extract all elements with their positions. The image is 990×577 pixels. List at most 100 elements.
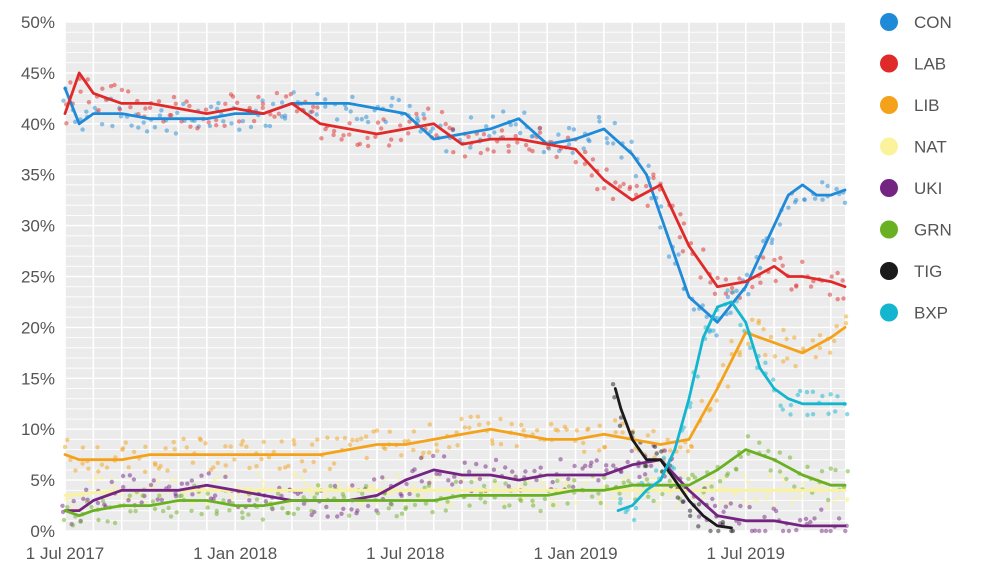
poll-dot-uki [491, 467, 497, 472]
poll-dot-lab [389, 137, 394, 142]
poll-dot-con [141, 120, 146, 125]
poll-dot-lab [315, 105, 320, 110]
poll-dot-con [812, 196, 818, 201]
poll-dot-bxp [833, 409, 838, 414]
poll-dot-lab [610, 196, 616, 202]
poll-dot-bxp [845, 412, 850, 417]
poll-dot-uki [604, 468, 609, 473]
poll-dot-lib [668, 448, 673, 453]
poll-dot-grn [347, 513, 352, 518]
legend[interactable]: CON LAB LIB NAT UKI GRN TIG BXP [880, 13, 952, 323]
poll-dot-lab [310, 109, 315, 114]
poll-dot-grn [542, 496, 548, 502]
poll-dot-lab [590, 157, 596, 162]
poll-dot-lab [260, 105, 265, 111]
poll-dot-uki [747, 504, 752, 510]
x-tick-label: 1 Jul 2018 [366, 544, 444, 563]
poll-dot-nat [825, 504, 831, 509]
poll-dot-lib [309, 442, 315, 447]
poll-dot-uki [339, 511, 344, 516]
legend-item-lib[interactable]: LIB [880, 96, 940, 115]
poll-dot-nat [63, 497, 69, 502]
legend-item-grn[interactable]: GRN [880, 220, 952, 240]
poll-dot-con [314, 112, 319, 117]
poll-dot-lab [760, 255, 766, 260]
legend-label: NAT [914, 138, 947, 157]
poll-dot-con [522, 110, 527, 115]
poll-dot-grn [426, 483, 432, 488]
poll-dot-lib [768, 334, 774, 340]
poll-dot-uki [139, 500, 144, 505]
poll-dot-con [279, 100, 285, 105]
poll-dot-uki [737, 521, 742, 526]
legend-item-lab[interactable]: LAB [880, 54, 946, 74]
poll-dot-lab [247, 105, 252, 111]
poll-dot-nat [667, 492, 673, 497]
poll-dot-uki [566, 476, 571, 482]
poll-dot-uki [493, 457, 499, 463]
poll-dot-lib [534, 428, 540, 433]
legend-item-nat[interactable]: NAT [880, 137, 947, 157]
poll-dot-uki [418, 455, 424, 461]
poll-dot-con [240, 119, 245, 124]
poll-dot-con [323, 104, 328, 109]
poll-dot-lab [451, 150, 456, 155]
legend-item-con[interactable]: CON [880, 13, 952, 32]
poll-dot-grn [199, 511, 204, 517]
poll-dot-lib [80, 461, 85, 466]
poll-dot-uki [211, 496, 216, 502]
poll-dot-uki [836, 516, 842, 521]
poll-dot-lab [323, 126, 328, 132]
poll-dot-lib [447, 445, 452, 450]
poll-dot-nat [256, 472, 261, 477]
poll-dot-lab [167, 113, 172, 118]
legend-item-bxp[interactable]: BXP [880, 303, 948, 323]
poll-dot-lib [143, 444, 148, 449]
poll-dot-uki [611, 463, 616, 468]
poll-dot-lab [723, 277, 729, 282]
poll-dot-con [513, 122, 518, 127]
poll-dot-uki [503, 465, 508, 470]
poll-dot-grn [340, 492, 346, 497]
legend-item-uki[interactable]: UKI [880, 179, 942, 198]
poll-dot-grn [412, 502, 418, 508]
poll-dot-con [825, 183, 830, 189]
poll-dot-lab [644, 183, 649, 189]
poll-dot-uki [550, 479, 555, 485]
poll-dot-nat [768, 473, 773, 479]
poll-dot-lab [422, 116, 427, 121]
poll-dot-lib [123, 440, 128, 445]
poll-dot-grn [784, 476, 789, 482]
poll-dot-lib [763, 352, 768, 358]
poll-dot-nat [494, 484, 500, 490]
poll-dot-con [490, 114, 496, 119]
poll-dot-nat [741, 473, 746, 479]
poll-dot-lib [498, 416, 503, 422]
poll-dot-con [484, 124, 489, 129]
poll-dot-lab [715, 275, 720, 281]
poll-dot-grn [757, 440, 762, 445]
poll-dot-uki [159, 497, 164, 503]
poll-dot-tig [659, 449, 664, 454]
poll-dot-lib [371, 429, 376, 434]
poll-dot-lab [645, 203, 650, 208]
poll-dot-lab [773, 278, 778, 284]
poll-dot-grn [626, 478, 631, 484]
poll-dot-tig [652, 444, 658, 449]
poll-dot-lab [339, 137, 344, 142]
poll-dot-lib [292, 442, 297, 447]
poll-dot-lib [266, 455, 272, 460]
poll-dot-lib [350, 437, 355, 443]
poll-dot-grn [734, 467, 739, 472]
poll-dot-grn [467, 503, 472, 508]
poll-dot-uki [365, 503, 371, 509]
poll-dot-con [770, 237, 775, 242]
poll-dot-con [348, 109, 353, 114]
poll-dot-lib [383, 446, 388, 451]
poll-dot-tig [680, 499, 685, 504]
poll-dot-grn [430, 509, 435, 515]
poll-dot-uki [419, 479, 424, 484]
poll-dot-nat [110, 483, 116, 489]
legend-item-tig[interactable]: TIG [880, 262, 942, 281]
poll-dot-lib [283, 465, 288, 470]
